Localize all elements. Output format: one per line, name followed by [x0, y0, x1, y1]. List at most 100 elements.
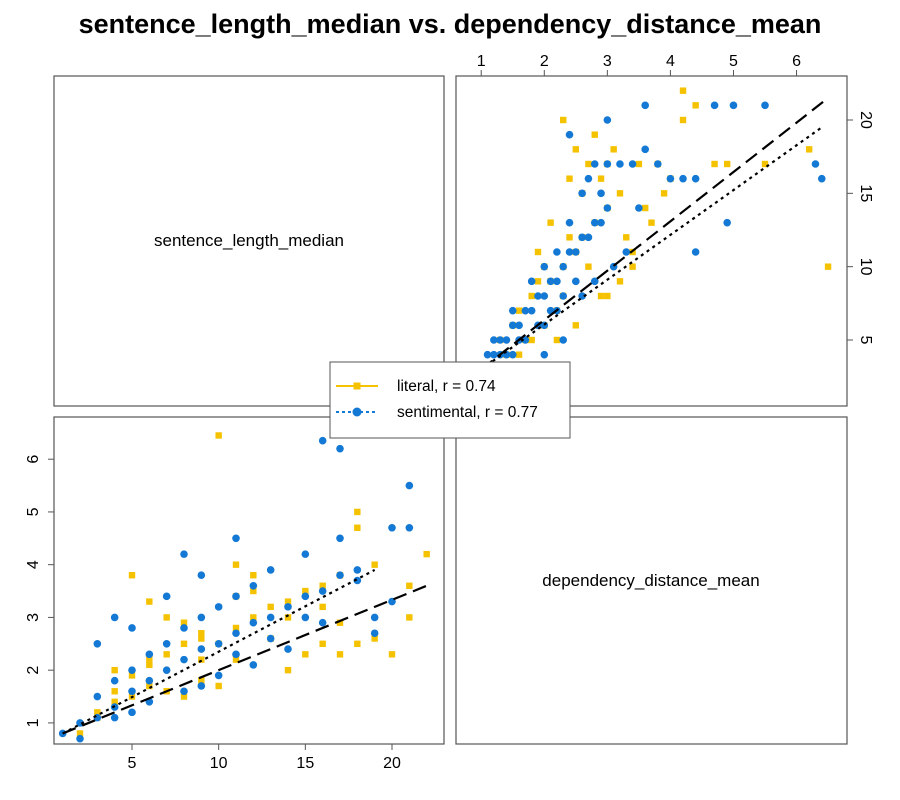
sentimental-point — [128, 687, 136, 696]
sentimental-point — [180, 624, 188, 632]
top-right-fit-lines — [480, 97, 829, 371]
literal-point — [146, 682, 153, 690]
literal-point — [319, 582, 326, 589]
literal-point — [423, 550, 430, 558]
literal-point — [566, 234, 573, 241]
sentimental-point — [301, 613, 310, 622]
literal-point — [591, 131, 598, 138]
x-tick-label: 15 — [296, 755, 314, 772]
panel-bottom-left: 5 10 15 20 1 2 3 4 5 6 — [25, 416, 445, 772]
literal-point — [528, 336, 535, 344]
sentimental-point — [723, 218, 731, 227]
literal-point — [723, 160, 731, 168]
sentimental-point — [635, 204, 643, 212]
literal-point — [319, 603, 326, 611]
sentimental-point — [145, 676, 154, 685]
panel-bottom-left-frame — [53, 416, 445, 745]
literal-point — [597, 292, 605, 300]
y-tick-label: 1 — [25, 718, 42, 727]
literal-point — [679, 87, 687, 94]
x-tick-label: 1 — [477, 53, 486, 70]
literal-point — [610, 146, 617, 153]
sentimental-point — [93, 692, 102, 701]
literal-point — [572, 146, 580, 153]
sentimental-point — [388, 523, 396, 532]
chart-title: sentence_length_median vs. dependency_di… — [79, 9, 822, 39]
literal-point — [515, 307, 523, 314]
sentimental-point — [483, 350, 492, 359]
sentimental-point — [405, 523, 414, 532]
sentimental-point — [502, 336, 511, 344]
sentimental-point — [540, 262, 549, 271]
literal-point — [679, 116, 687, 124]
sentimental-fit-line — [480, 126, 823, 371]
literal-point — [198, 635, 205, 642]
sentimental-point — [628, 160, 637, 168]
literal-point — [232, 656, 240, 663]
sentimental-point — [553, 248, 561, 256]
literal-point — [585, 263, 592, 270]
literal-point — [354, 508, 361, 516]
literal-point — [284, 666, 292, 674]
sentimental-point — [249, 581, 258, 590]
literal-point — [128, 672, 136, 679]
panel-top-left — [53, 75, 445, 407]
sentimental-point — [572, 277, 580, 286]
y-tick-label: 6 — [25, 455, 42, 464]
sentimental-point — [336, 534, 344, 543]
literal-point — [267, 603, 274, 611]
sentimental-point — [811, 160, 820, 168]
sentimental-point — [679, 174, 687, 183]
sentimental-point — [641, 145, 649, 154]
x-tick-label: 20 — [383, 755, 401, 772]
sentimental-point — [110, 713, 119, 722]
sentimental-point — [249, 618, 258, 627]
literal-point — [111, 666, 118, 674]
literal-point — [198, 656, 205, 663]
sentimental-point — [508, 321, 517, 330]
sentimental-point — [197, 613, 206, 622]
legend: literal, r = 0.74 sentimental, r = 0.77 — [329, 361, 571, 439]
literal-point — [585, 160, 592, 168]
x-tick-label: 10 — [210, 755, 228, 772]
literal-point — [623, 234, 630, 241]
literal-point — [597, 175, 605, 182]
sentimental-point — [691, 248, 700, 256]
panel-bottom-right — [455, 416, 848, 745]
sentimental-point — [318, 618, 327, 627]
literal-point — [180, 693, 188, 700]
literal-point — [560, 116, 567, 124]
literal-point — [604, 292, 611, 300]
legend-items: literal, r = 0.74 sentimental, r = 0.77 — [336, 378, 538, 421]
sentimental-point — [162, 666, 171, 674]
literal-point — [406, 614, 413, 621]
literal-point — [128, 572, 136, 579]
y-tick-label: 5 — [857, 336, 874, 345]
bottom-left-points — [58, 432, 430, 743]
sentimental-point — [353, 576, 362, 585]
literal-point — [761, 160, 769, 168]
panel-top-right-frame — [455, 75, 848, 407]
literal-point — [232, 561, 240, 568]
sentimental-point — [197, 571, 206, 580]
sentimental-point — [641, 101, 649, 110]
literal-point — [146, 598, 153, 605]
literal-point — [528, 292, 535, 300]
sentimental-point — [232, 629, 240, 638]
literal-point — [711, 160, 718, 168]
literal-point — [648, 219, 655, 226]
sentimental-point — [578, 189, 586, 198]
sentimental-point — [691, 174, 700, 183]
sentimental-fit-line — [62, 568, 376, 735]
literal-point — [805, 146, 813, 153]
sentimental-point — [496, 336, 504, 344]
sentimental-point — [370, 613, 379, 622]
sentimental-point — [565, 130, 574, 139]
sentimental-point — [590, 218, 599, 227]
y-tick-label: 5 — [25, 507, 42, 516]
sentimental-point — [565, 248, 574, 256]
sentimental-point — [603, 160, 612, 168]
literal-point — [215, 682, 222, 690]
legend-square-marker — [353, 382, 361, 390]
sentimental-point — [214, 603, 223, 611]
